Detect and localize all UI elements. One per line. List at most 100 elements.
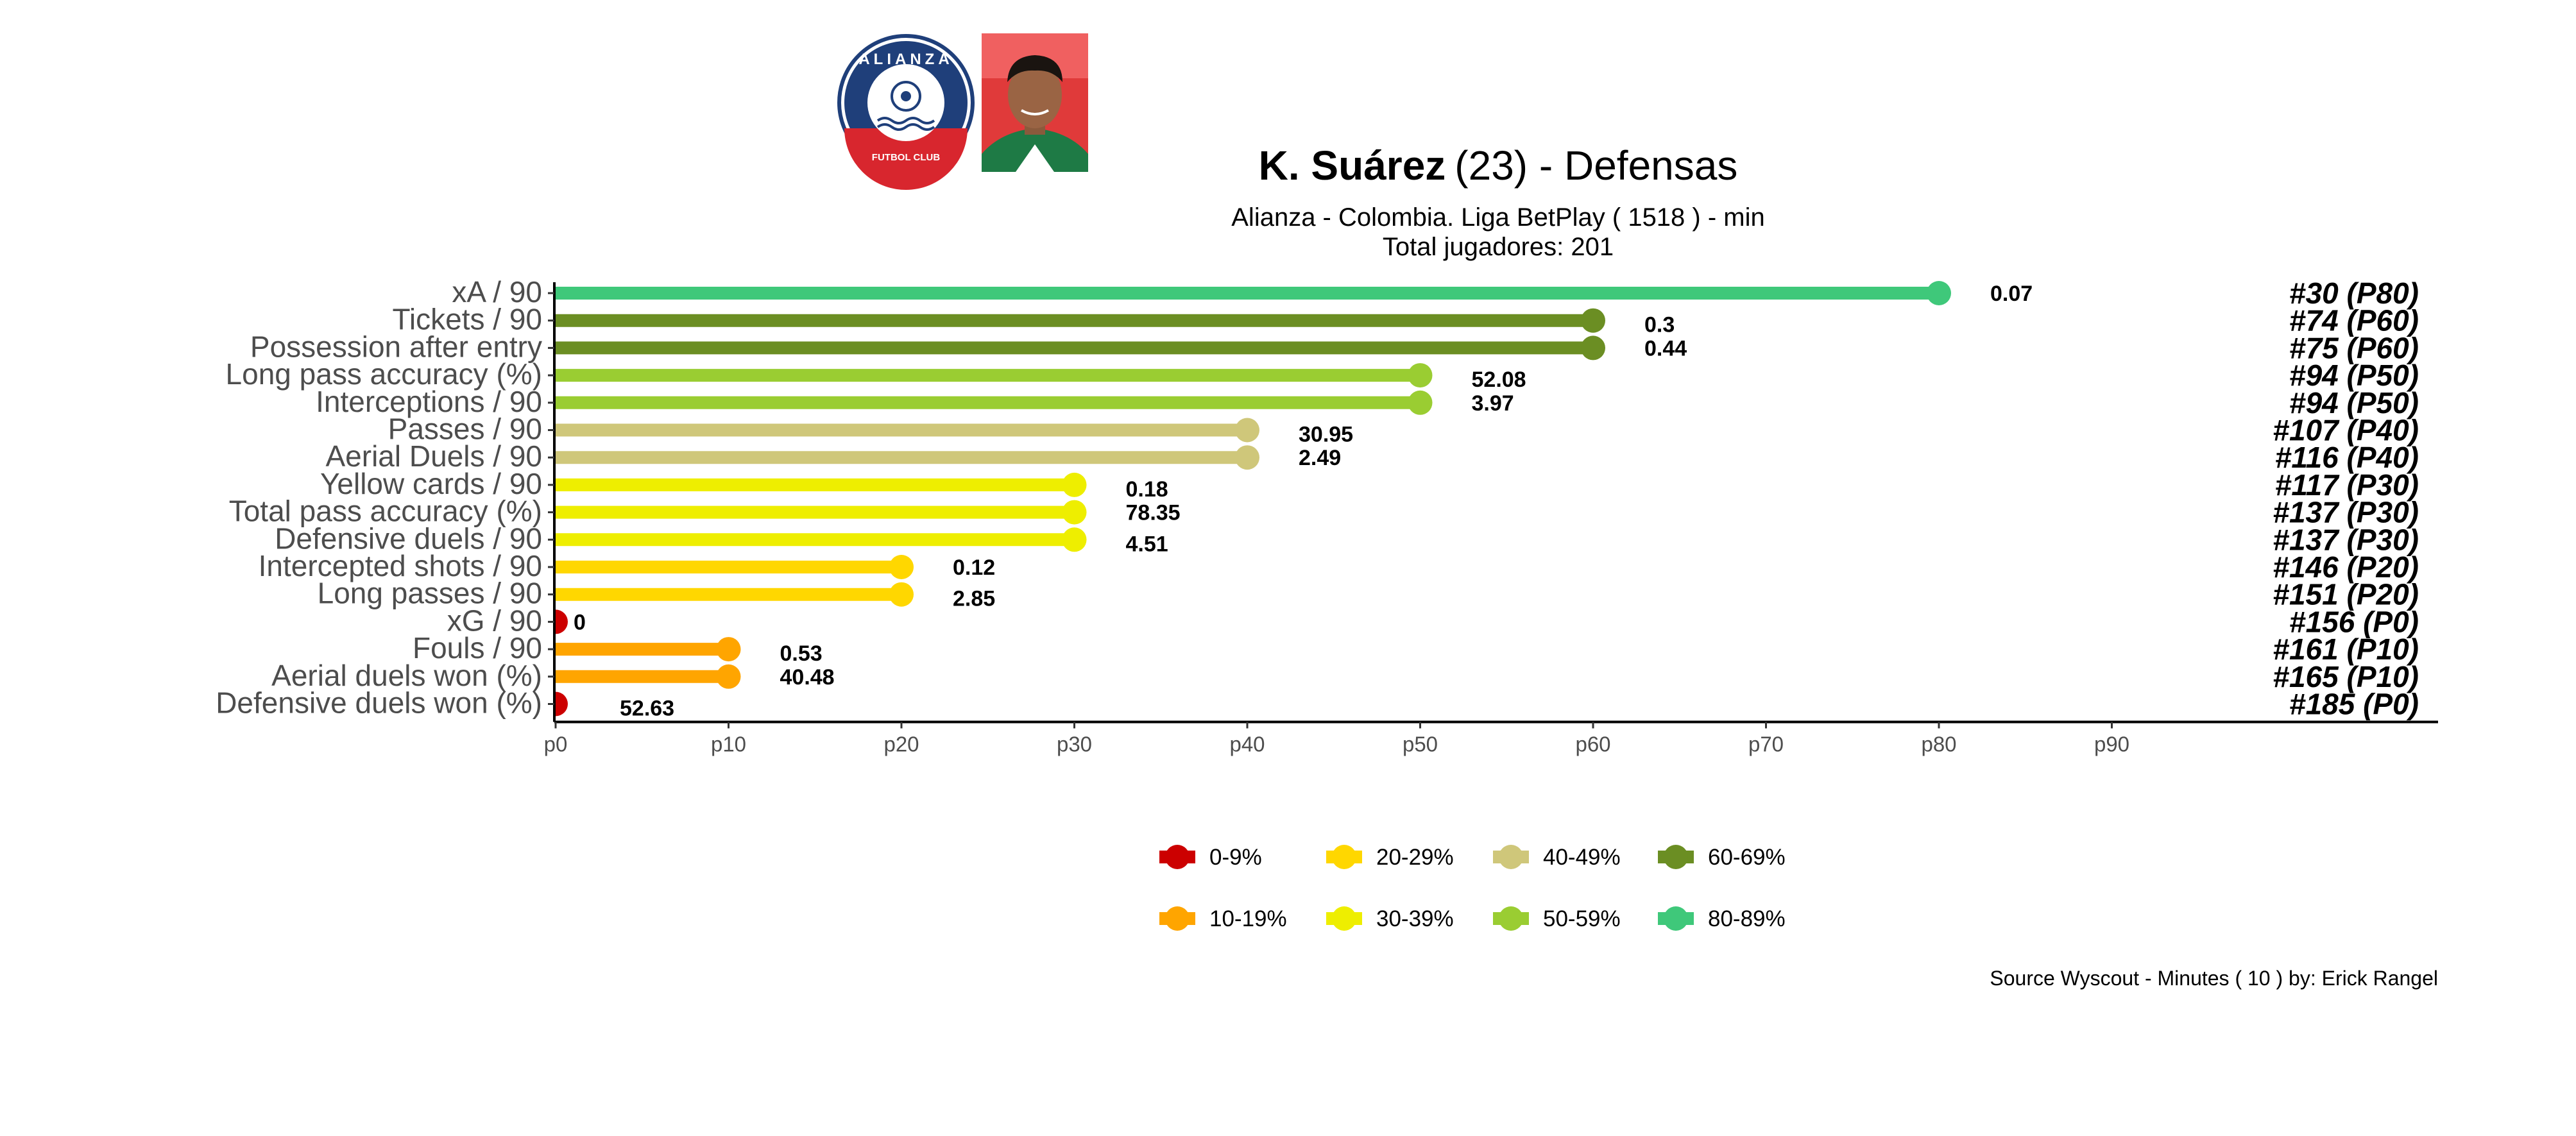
legend-item: 30-39% xyxy=(1326,906,1454,931)
value-label: 4.51 xyxy=(1126,532,1168,556)
metric-label: Tickets / 90 xyxy=(393,303,542,336)
x-tick-label: p80 xyxy=(1921,733,1956,756)
value-label: 0.12 xyxy=(953,555,995,580)
metric-label: Yellow cards / 90 xyxy=(320,467,542,500)
rank-label: #161 (P10) xyxy=(2273,632,2419,666)
metric-label: xG / 90 xyxy=(447,604,542,637)
value-label: 52.08 xyxy=(1472,368,1526,392)
legend-label: 40-49% xyxy=(1543,845,1621,870)
rank-label: #94 (P50) xyxy=(2289,359,2419,392)
lollipop-point xyxy=(1408,363,1433,388)
lollipop-point xyxy=(1581,308,1605,333)
chart-row: xG / 90 0 #156 (P0) xyxy=(447,604,2419,638)
value-label: 30.95 xyxy=(1299,423,1353,447)
x-tick-label: p60 xyxy=(1575,733,1610,756)
metric-label: Passes / 90 xyxy=(388,412,542,446)
chart-row: Fouls / 90 0.53 #161 (P10) xyxy=(413,631,2419,666)
chart-row: Aerial Duels / 90 2.49 #116 (P40) xyxy=(326,439,2419,474)
metric-label: Possession after entry xyxy=(250,330,542,363)
legend-swatch-point xyxy=(1165,906,1190,931)
legend-label: 50-59% xyxy=(1543,906,1621,931)
rank-label: #30 (P80) xyxy=(2289,276,2419,310)
value-label: 0.18 xyxy=(1126,477,1168,502)
legend-swatch-point xyxy=(1499,845,1523,869)
metric-label: Total pass accuracy (%) xyxy=(229,495,542,528)
lollipop-point xyxy=(1408,390,1433,415)
value-label: 0.3 xyxy=(1644,313,1675,337)
player-age: (23) xyxy=(1454,142,1528,189)
crest-text-top: ALIANZA xyxy=(858,51,953,68)
rank-label: #185 (P0) xyxy=(2289,688,2419,721)
rank-label: #146 (P20) xyxy=(2273,550,2419,584)
metric-label: xA / 90 xyxy=(452,275,542,309)
legend-label: 30-39% xyxy=(1376,906,1454,931)
total-players: Total jugadores: 201 xyxy=(1383,233,1614,261)
metric-label: Aerial duels won (%) xyxy=(271,659,542,692)
rank-label: #137 (P30) xyxy=(2273,523,2419,556)
metric-label: Long pass accuracy (%) xyxy=(226,357,542,391)
chart-row: Aerial duels won (%) 40.48 #165 (P10) xyxy=(271,659,2419,693)
legend-label: 20-29% xyxy=(1376,845,1454,870)
legend-swatch-point xyxy=(1332,906,1356,931)
legend-item: 80-89% xyxy=(1658,906,1786,931)
metric-label: Fouls / 90 xyxy=(413,631,542,665)
legend-item: 20-29% xyxy=(1326,845,1454,870)
lollipop-point xyxy=(889,582,914,607)
x-tick-label: p70 xyxy=(1748,733,1784,756)
lollipop-point xyxy=(716,637,741,662)
metric-label: Aerial Duels / 90 xyxy=(326,439,543,473)
value-label: 52.63 xyxy=(620,697,674,721)
player-name: K. Suárez xyxy=(1259,142,1446,189)
rank-label: #165 (P10) xyxy=(2273,660,2419,693)
x-tick-label: p20 xyxy=(883,733,919,756)
legend-swatch-point xyxy=(1664,906,1688,931)
legend-swatch-point xyxy=(1332,845,1356,869)
metric-label: Defensive duels / 90 xyxy=(275,521,542,555)
rank-label: #151 (P20) xyxy=(2273,578,2419,611)
legend: 0-9% 10-19% 20-29% 30-39% 40-49% 50-59% 60-69%… xyxy=(1159,845,1786,931)
lollipop-point xyxy=(1062,500,1087,525)
x-tick-label: p50 xyxy=(1403,733,1438,756)
x-tick-label: p40 xyxy=(1229,733,1265,756)
legend-item: 50-59% xyxy=(1493,906,1621,931)
player-headshot-icon xyxy=(982,33,1088,172)
value-label: 2.85 xyxy=(953,587,995,611)
legend-swatch-point xyxy=(1165,845,1190,869)
value-label: 0.53 xyxy=(780,641,823,666)
x-tick-label: p0 xyxy=(544,733,568,756)
value-label: 2.49 xyxy=(1299,446,1341,470)
chart-row: Possession after entry 0.44 #75 (P60) xyxy=(250,330,2419,364)
value-label: 40.48 xyxy=(780,665,835,690)
rank-label: #94 (P50) xyxy=(2289,386,2419,420)
legend-item: 60-69% xyxy=(1658,845,1786,870)
rank-label: #117 (P30) xyxy=(2275,468,2419,502)
legend-swatch-point xyxy=(1664,845,1688,869)
value-label: 0 xyxy=(574,610,586,634)
metric-label: Interceptions / 90 xyxy=(316,385,542,418)
value-label: 0.44 xyxy=(1644,336,1687,360)
legend-swatch-point xyxy=(1499,906,1523,931)
lollipop-point xyxy=(889,555,914,579)
chart-row: Total pass accuracy (%) 78.35 #137 (P30) xyxy=(229,495,2419,529)
alianza-fc-crest-icon: ALIANZA FUTBOL CLUB xyxy=(837,34,975,190)
crest-text-bottom: FUTBOL CLUB xyxy=(872,152,941,163)
legend-item: 40-49% xyxy=(1493,845,1621,870)
player-position: - Defensas xyxy=(1528,142,1737,189)
legend-label: 60-69% xyxy=(1708,845,1786,870)
x-tick-label: p10 xyxy=(711,733,746,756)
plot-area: xA / 90 0.07 #30 (P80) Tickets / 90 0.3 #74 (… xyxy=(216,275,2438,756)
lollipop-point xyxy=(1062,527,1087,552)
rank-label: #116 (P40) xyxy=(2275,441,2419,474)
x-tick-label: p90 xyxy=(2094,733,2129,756)
rank-label: #156 (P0) xyxy=(2289,605,2419,638)
lollipop-point xyxy=(1581,335,1605,360)
lollipop-point xyxy=(1927,281,1951,305)
lollipop-point xyxy=(556,691,568,716)
value-label: 0.07 xyxy=(1990,282,2033,306)
x-tick-label: p30 xyxy=(1057,733,1092,756)
value-label: 78.35 xyxy=(1126,501,1181,525)
rank-label: #137 (P30) xyxy=(2273,496,2419,529)
source-caption: Source Wyscout - Minutes ( 10 ) by: Eric… xyxy=(1990,967,2438,990)
metric-label: Defensive duels won (%) xyxy=(216,686,542,720)
chart-row: Interceptions / 90 3.97 #94 (P50) xyxy=(316,385,2419,420)
